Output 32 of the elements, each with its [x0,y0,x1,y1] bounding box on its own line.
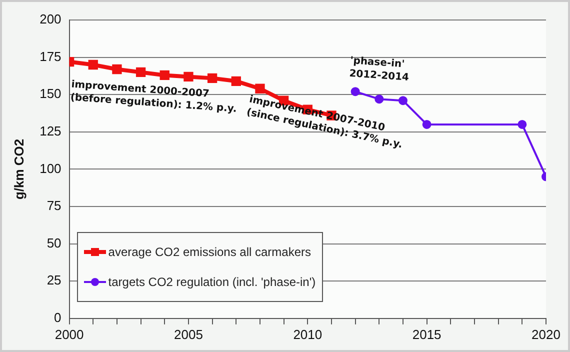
x-tick-label: 2020 [532,326,560,342]
y-tick-label: 125 [40,123,62,138]
point [184,72,194,82]
legend-label: targets CO2 regulation (incl. 'phase-in') [108,275,316,290]
point [207,73,218,84]
point [136,67,146,78]
y-tick-label: 150 [40,86,62,102]
y-tick-label: 200 [40,12,62,27]
annotation: 'phase-in' 2012-2014 [348,55,410,84]
point [422,120,432,129]
x-tick-label: 2005 [174,326,203,342]
point [88,60,98,70]
point [518,120,527,129]
annotation: improvement 2000-2007 (before regulation): 1.2% p.y. [70,79,238,115]
legend-label: average CO2 emissions all carmakers [108,245,312,260]
point [160,70,170,80]
x-tick-label: 2015 [412,326,442,342]
point [350,87,360,96]
y-tick-label: 25 [46,272,62,288]
y-tick-label: 75 [46,198,62,214]
y-tick-label: 100 [40,160,62,176]
point [255,84,265,94]
point [112,64,122,74]
x-tick-label: 2010 [293,326,322,342]
point [374,94,384,104]
point [231,76,241,86]
y-tick-label: 50 [46,235,62,250]
y-tick-label: 0 [54,310,62,325]
y-tick-label: 175 [40,48,62,64]
point [398,96,408,106]
x-tick-label: 2000 [54,326,84,342]
y-axis-title: g/km CO2 [11,138,26,200]
